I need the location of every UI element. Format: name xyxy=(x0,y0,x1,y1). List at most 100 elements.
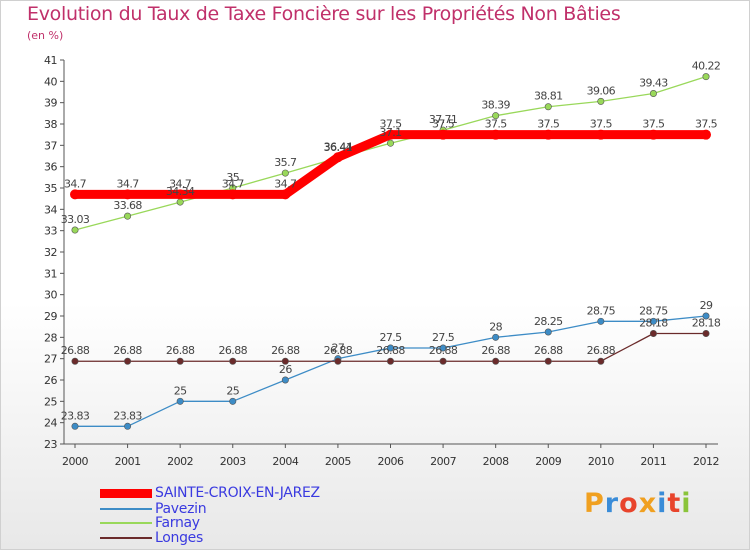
data-label: 27 xyxy=(332,342,345,355)
legend-item-pavezin[interactable]: Pavezin xyxy=(100,501,207,517)
data-label: 28.18 xyxy=(639,316,668,329)
data-point xyxy=(386,139,394,147)
legend-swatch xyxy=(100,537,152,539)
data-label: 37.5 xyxy=(379,118,402,131)
x-tick-label: 2003 xyxy=(220,455,246,468)
legend-item-longes[interactable]: Longes xyxy=(100,530,203,546)
y-tick-label: 34 xyxy=(44,203,57,216)
data-label: 37.5 xyxy=(432,118,455,131)
data-point xyxy=(176,397,184,405)
data-label: 37.71 xyxy=(429,113,458,126)
logo-letter: o xyxy=(619,488,639,519)
data-point xyxy=(702,312,710,320)
y-tick-label: 24 xyxy=(44,417,57,430)
data-label: 34.7 xyxy=(222,177,245,190)
data-point xyxy=(124,357,132,365)
y-tick-label: 32 xyxy=(44,246,57,259)
data-label: 33.68 xyxy=(113,199,142,212)
data-point xyxy=(597,357,605,365)
data-label: 28.18 xyxy=(692,316,721,329)
x-tick-label: 2000 xyxy=(62,455,88,468)
x-tick-label: 2008 xyxy=(483,455,509,468)
proxiti-logo: Proxiti xyxy=(584,488,692,519)
data-point xyxy=(490,129,501,140)
data-label: 37.1 xyxy=(379,126,401,139)
data-label: 28.75 xyxy=(639,304,668,317)
y-tick-label: 38 xyxy=(44,118,57,131)
data-point xyxy=(227,189,238,200)
data-point xyxy=(492,112,500,120)
data-label: 38.81 xyxy=(534,90,563,103)
data-label: 26.88 xyxy=(166,344,195,357)
series-line-farnay xyxy=(74,76,707,231)
data-point xyxy=(701,129,711,140)
x-tick-label: 2012 xyxy=(693,455,719,468)
x-tick-label: 2009 xyxy=(535,455,561,468)
data-point xyxy=(386,357,394,365)
x-tick-label: 2002 xyxy=(167,455,193,468)
data-label: 37.5 xyxy=(695,118,718,131)
data-label: 26 xyxy=(279,363,292,376)
data-label: 23.83 xyxy=(113,409,142,422)
data-point xyxy=(385,129,396,140)
legend-label: Farnay xyxy=(155,515,200,531)
data-point xyxy=(281,357,289,365)
y-tick-label: 41 xyxy=(44,54,57,67)
data-point xyxy=(175,189,186,200)
data-label: 25 xyxy=(174,384,187,397)
legend-label: Pavezin xyxy=(155,501,207,517)
data-label: 26.88 xyxy=(61,344,90,357)
data-point xyxy=(281,376,289,384)
logo-letter: i xyxy=(681,488,692,519)
data-point xyxy=(229,397,237,405)
data-label: 28.75 xyxy=(587,304,616,317)
data-label: 39.06 xyxy=(587,84,616,97)
data-label: 34.7 xyxy=(117,177,140,190)
data-point xyxy=(492,333,500,341)
legend-swatch xyxy=(100,508,152,510)
data-point xyxy=(597,317,605,325)
y-tick-label: 28 xyxy=(44,331,57,344)
legend-item-farnay[interactable]: Farnay xyxy=(100,515,200,531)
legend-swatch xyxy=(100,522,152,524)
data-label: 40.22 xyxy=(692,60,721,73)
data-label: 34.7 xyxy=(64,177,87,190)
data-label: 38.39 xyxy=(481,99,510,112)
logo-letter: r xyxy=(604,488,620,519)
y-tick-label: 36 xyxy=(44,161,57,174)
logo-letter: P xyxy=(584,488,605,519)
x-tick-label: 2010 xyxy=(588,455,614,468)
data-label: 36.41 xyxy=(324,141,353,154)
data-label: 34.34 xyxy=(166,185,195,198)
y-tick-label: 26 xyxy=(44,374,57,387)
data-point xyxy=(648,129,659,140)
y-tick-label: 37 xyxy=(44,139,57,152)
legend-swatch xyxy=(100,488,152,498)
y-tick-label: 30 xyxy=(44,289,57,302)
y-tick-label: 31 xyxy=(44,267,57,280)
x-tick-label: 2011 xyxy=(640,455,666,468)
data-label: 26.88 xyxy=(534,344,563,357)
legend-item-sainte-croix[interactable]: SAINTE-CROIX-EN-JAREZ xyxy=(100,485,320,501)
data-label: 26.88 xyxy=(324,344,353,357)
data-point xyxy=(124,422,132,430)
data-label: 34.7 xyxy=(274,177,297,190)
data-point xyxy=(492,357,500,365)
data-point xyxy=(702,329,710,337)
data-point xyxy=(544,328,552,336)
data-point xyxy=(124,212,132,220)
data-label: 25 xyxy=(226,384,239,397)
y-tick-label: 29 xyxy=(44,310,57,323)
data-label: 26.88 xyxy=(376,344,405,357)
data-point xyxy=(122,189,133,200)
data-label: 27.5 xyxy=(379,331,402,344)
data-point xyxy=(544,357,552,365)
chart-title: Evolution du Taux de Taxe Foncière sur l… xyxy=(27,3,621,25)
data-label: 37.5 xyxy=(642,118,665,131)
x-tick-label: 2007 xyxy=(430,455,456,468)
data-point xyxy=(649,89,657,97)
data-label: 35.7 xyxy=(274,156,297,169)
data-label: 26.88 xyxy=(113,344,142,357)
data-label: 39.43 xyxy=(639,76,668,89)
